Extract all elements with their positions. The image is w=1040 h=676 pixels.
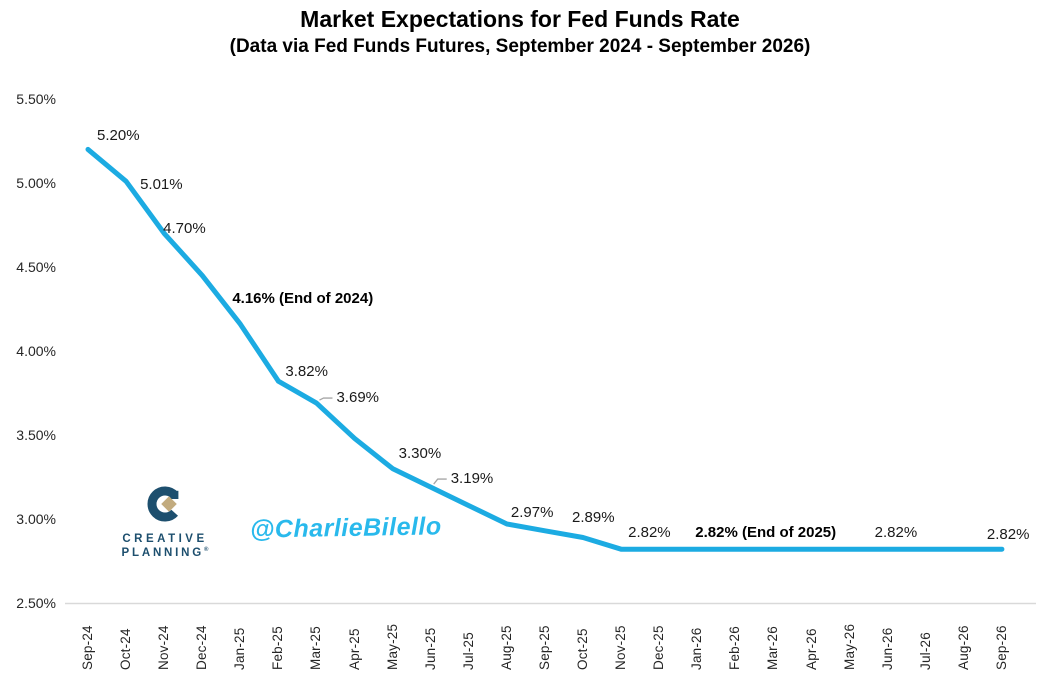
x-tick-label: Aug-25 <box>498 625 514 670</box>
x-tick-label: Apr-25 <box>346 628 362 670</box>
x-tick-label: Sep-26 <box>993 625 1009 670</box>
chart-title: Market Expectations for Fed Funds Rate <box>300 6 740 32</box>
x-tick-label: Aug-26 <box>955 625 971 670</box>
x-tick-label: May-25 <box>384 623 400 670</box>
chart-subtitle: (Data via Fed Funds Futures, September 2… <box>229 36 811 57</box>
x-tick-label: Nov-25 <box>613 625 629 670</box>
x-tick-label: Sep-24 <box>80 625 95 670</box>
x-tick-label: Jan-26 <box>689 627 705 670</box>
x-tick-label: Mar-26 <box>765 626 781 670</box>
data-label: 2.82% <box>628 524 671 542</box>
data-label: 4.16% (End of 2024) <box>232 290 374 308</box>
x-tick-label: May-26 <box>841 623 857 670</box>
x-tick-label: Dec-25 <box>651 625 667 670</box>
x-tick-label: Sep-25 <box>536 625 552 670</box>
x-tick-label: Jun-26 <box>879 627 895 670</box>
x-tick-label: Jan-25 <box>232 627 248 670</box>
data-label: 3.82% <box>285 363 328 381</box>
y-tick-label: 3.50% <box>16 427 56 443</box>
data-label: 5.01% <box>140 176 183 194</box>
y-tick-label: 5.50% <box>16 91 56 107</box>
data-label: 2.82% (End of 2025) <box>695 524 837 542</box>
x-tick-label: Dec-24 <box>194 625 210 670</box>
creative-planning-logo: CREATIVE PLANNING® <box>106 485 224 559</box>
creative-planning-logo-icon <box>147 486 179 522</box>
data-label: 5.20% <box>97 127 140 145</box>
label-leader-line <box>319 397 333 401</box>
x-tick-label: Jul-25 <box>460 632 476 670</box>
logo-line-2: PLANNING® <box>121 547 209 559</box>
y-tick-label: 3.00% <box>16 511 56 527</box>
x-tick-label: Jul-26 <box>917 632 933 670</box>
x-tick-label: Mar-25 <box>308 626 324 670</box>
y-tick-label: 4.50% <box>16 259 56 275</box>
y-tick-label: 5.00% <box>16 175 56 191</box>
y-tick-label: 2.50% <box>16 595 56 611</box>
x-tick-label: Feb-26 <box>727 626 743 670</box>
x-tick-label: Nov-24 <box>156 625 172 670</box>
data-label: 2.82% <box>986 526 1030 544</box>
x-tick-label: Apr-26 <box>803 628 819 670</box>
logo-line-1: CREATIVE <box>122 533 208 545</box>
data-label: 2.82% <box>874 524 918 542</box>
x-tick-label: Oct-25 <box>575 628 591 670</box>
data-label: 3.30% <box>398 444 442 462</box>
watermark-handle: @CharlieBilello <box>249 512 442 544</box>
y-tick-label: 4.00% <box>16 343 56 359</box>
label-leader-line <box>433 478 447 485</box>
registered-mark: ® <box>204 547 209 554</box>
data-label: 3.69% <box>336 389 380 407</box>
data-label: 2.97% <box>510 504 554 522</box>
data-label: 4.70% <box>163 220 206 238</box>
data-label: 2.89% <box>572 509 615 527</box>
data-label: 3.19% <box>450 470 494 488</box>
x-tick-label: Feb-25 <box>270 626 286 670</box>
x-tick-label: Oct-24 <box>118 628 134 670</box>
x-tick-label: Jun-25 <box>422 627 438 670</box>
fed-funds-rate-line <box>85 146 1005 552</box>
